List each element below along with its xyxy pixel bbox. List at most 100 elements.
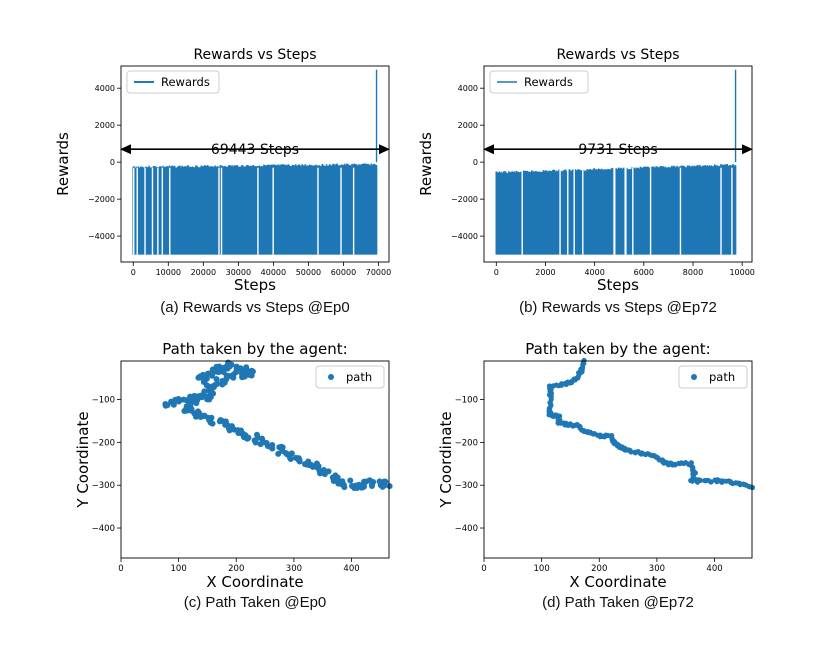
legend-box xyxy=(489,70,589,94)
x-tick-label: 300 xyxy=(286,564,302,574)
chart-title: Path taken by the agent: xyxy=(162,340,347,358)
x-tick-label: 0 xyxy=(131,268,136,277)
x-tick-label: 2000 xyxy=(535,268,555,277)
y-tick-label: 4000 xyxy=(458,84,478,93)
x-tick-label: 50000 xyxy=(296,268,321,277)
chart-title: Rewards vs Steps xyxy=(556,47,679,63)
x-tick-label: 200 xyxy=(228,564,244,574)
path-point xyxy=(697,477,704,484)
path-point xyxy=(202,377,209,384)
legend-label: path xyxy=(709,370,735,384)
steps-arrow-right xyxy=(742,144,753,155)
x-tick-label: 200 xyxy=(591,564,607,574)
steps-arrow-left xyxy=(483,144,494,155)
y-tick-label: −100 xyxy=(455,396,478,406)
legend: path xyxy=(678,365,748,389)
y-tick-label: −100 xyxy=(92,396,115,406)
path-point xyxy=(219,381,226,388)
x-axis-label: Steps xyxy=(597,276,639,294)
path-series xyxy=(162,359,393,492)
legend-label: path xyxy=(346,370,372,384)
legend-box xyxy=(678,365,748,389)
y-tick-label: −200 xyxy=(92,438,115,448)
path-point xyxy=(316,467,323,474)
chart-c: Path taken by the agent: 0 100 200 300 400 −40… xyxy=(74,340,393,591)
steps-arrow-right xyxy=(379,144,390,155)
plot-frame xyxy=(483,65,753,263)
path-point xyxy=(386,483,393,490)
path-point xyxy=(287,455,294,462)
legend: Rewards xyxy=(489,70,589,94)
y-axis-label: Rewards xyxy=(54,132,72,196)
legend: path xyxy=(315,365,385,389)
y-tick-label: 4000 xyxy=(95,84,115,93)
path-point xyxy=(226,363,233,370)
x-tick-label: 4000 xyxy=(584,268,604,277)
path-point xyxy=(321,471,328,478)
x-tick-label: 0 xyxy=(481,564,486,574)
chart-title: Path taken by the agent: xyxy=(525,340,710,358)
path-series xyxy=(546,357,756,491)
path-point xyxy=(308,461,315,468)
y-tick-label: −400 xyxy=(455,524,478,534)
chart-d: Path taken by the agent: 0 100 200 300 400 −40… xyxy=(437,340,756,591)
path-point xyxy=(368,483,375,490)
chart-title: Rewards vs Steps xyxy=(193,47,316,63)
path-point xyxy=(213,376,220,383)
path-point xyxy=(209,383,216,390)
path-point xyxy=(279,447,286,454)
reward-series xyxy=(495,69,737,255)
path-point xyxy=(187,397,194,404)
x-tick-label: 10000 xyxy=(156,268,181,277)
path-point xyxy=(269,445,276,452)
legend: Rewards xyxy=(126,70,220,94)
path-point xyxy=(195,393,202,400)
path-point xyxy=(749,484,756,491)
path-point xyxy=(204,396,211,403)
path-point xyxy=(260,439,267,446)
x-axis-label: X Coordinate xyxy=(206,573,303,591)
x-tick-label: 40000 xyxy=(261,268,286,277)
path-point xyxy=(382,478,389,485)
y-tick-label: −200 xyxy=(455,438,478,448)
path-point xyxy=(361,483,368,490)
path-point xyxy=(199,371,206,378)
reward-series xyxy=(132,69,378,255)
path-point xyxy=(162,401,169,408)
legend-box xyxy=(315,365,385,389)
caption-a: (a) Rewards vs Steps @Ep0 xyxy=(160,299,350,316)
path-point xyxy=(237,365,244,372)
y-tick-label: −300 xyxy=(455,481,478,491)
x-tick-label: 300 xyxy=(649,564,665,574)
steps-annotation: 69443 Steps xyxy=(211,142,299,158)
y-tick-label: −4000 xyxy=(88,232,115,241)
caption-c: (c) Path Taken @Ep0 xyxy=(183,594,327,611)
path-point xyxy=(689,478,696,484)
path-point xyxy=(204,370,211,377)
x-tick-label: 70000 xyxy=(366,268,391,277)
path-point xyxy=(562,380,569,386)
y-tick-label: 2000 xyxy=(95,121,115,130)
path-point xyxy=(191,392,198,399)
x-tick-label: 100 xyxy=(171,564,187,574)
path-point xyxy=(209,420,216,427)
y-tick-label: −2000 xyxy=(451,195,478,204)
path-point xyxy=(708,479,714,485)
legend-marker xyxy=(328,374,334,380)
y-tick-label: 0 xyxy=(110,158,115,167)
path-point xyxy=(347,477,354,484)
x-tick-label: 400 xyxy=(706,564,722,574)
y-tick-label: 2000 xyxy=(458,121,478,130)
x-tick-label: 0 xyxy=(118,564,123,574)
plot-frame xyxy=(120,65,390,263)
path-point xyxy=(628,449,634,455)
path-point xyxy=(638,451,645,457)
y-axis-label: Rewards xyxy=(417,132,435,196)
x-tick-label: 400 xyxy=(343,564,359,574)
steps-arrow-left xyxy=(120,144,131,155)
caption-b: (b) Rewards vs Steps @Ep72 xyxy=(519,299,717,316)
x-tick-label: 8000 xyxy=(683,268,703,277)
y-tick-label: −400 xyxy=(92,524,115,534)
